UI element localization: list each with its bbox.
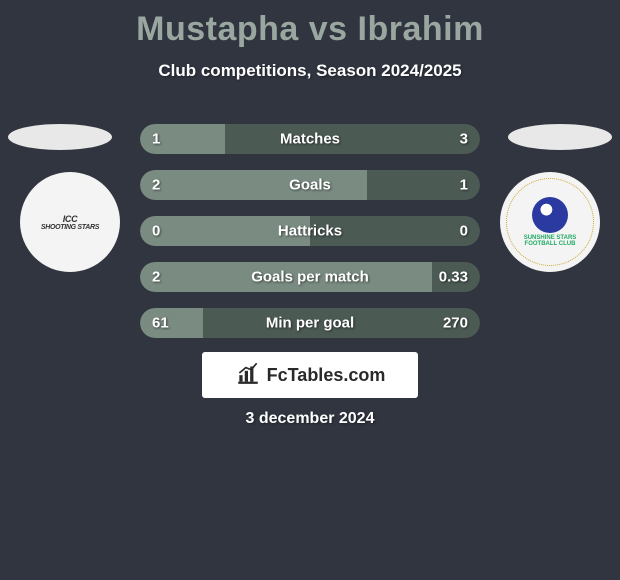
stat-bar-left [140, 262, 432, 292]
club-left-line2: SHOOTING STARS [41, 224, 99, 231]
stat-row: 61270Min per goal [140, 308, 480, 338]
stat-bar-left [140, 308, 203, 338]
stat-row: 21Goals [140, 170, 480, 200]
stat-bar-left [140, 170, 367, 200]
stat-row: 13Matches [140, 124, 480, 154]
page-title: Mustapha vs Ibrahim [0, 0, 620, 49]
watermark: FcTables.com [202, 352, 418, 398]
stat-bar-right [367, 170, 480, 200]
stat-bar-left [140, 216, 310, 246]
bar-chart-icon [235, 360, 261, 391]
soccer-ball-icon [532, 197, 568, 233]
watermark-text: FcTables.com [267, 365, 386, 386]
stat-bar-right [432, 262, 480, 292]
club-badge-right: SUNSHINE STARS FOOTBALL CLUB [500, 172, 600, 272]
club-left-line1: ICC [63, 214, 78, 224]
stat-row: 00Hattricks [140, 216, 480, 246]
stat-bar-right [310, 216, 480, 246]
stat-row: 20.33Goals per match [140, 262, 480, 292]
player-right-avatar-placeholder [508, 124, 612, 150]
club-badge-left: ICC SHOOTING STARS [20, 172, 120, 272]
stat-bar-right [225, 124, 480, 154]
stat-bar-left [140, 124, 225, 154]
comparison-bars: 13Matches 21Goals 00Hattricks 20.33Goals pe… [140, 124, 480, 354]
player-left-avatar-placeholder [8, 124, 112, 150]
page-subtitle: Club competitions, Season 2024/2025 [0, 61, 620, 81]
club-right-line2: FOOTBALL CLUB [525, 241, 576, 247]
stat-bar-right [203, 308, 480, 338]
date-label: 3 december 2024 [0, 410, 620, 428]
